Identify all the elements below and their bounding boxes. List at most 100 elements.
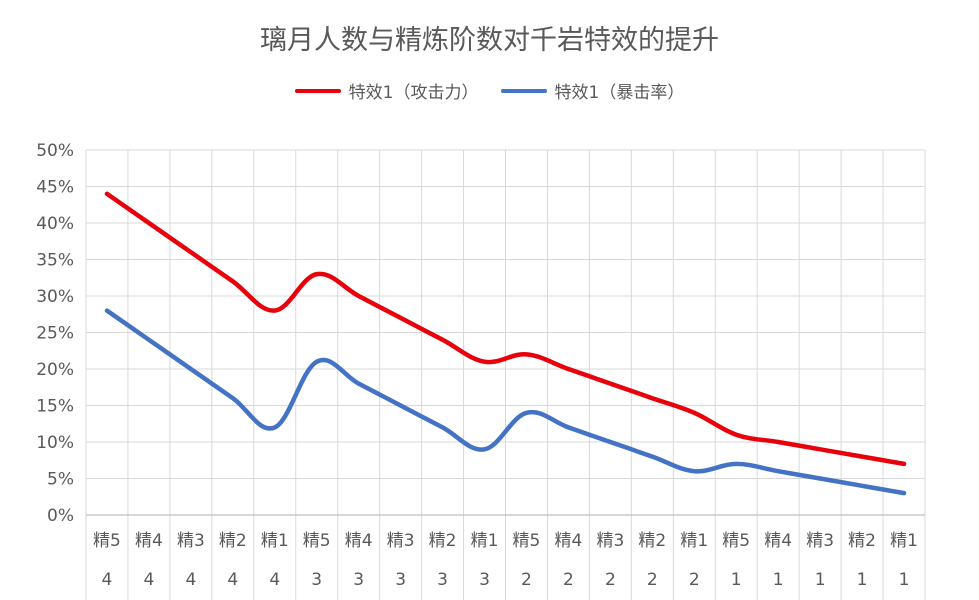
x-tick-label: 精4 (345, 531, 373, 551)
series-line-1 (104, 308, 907, 496)
series-line-0 (104, 191, 907, 467)
data-point (776, 469, 781, 474)
y-tick-label: 50% (36, 141, 74, 161)
data-point (272, 308, 277, 313)
x-tick-label: 精1 (261, 531, 289, 551)
x-tick-label: 精5 (513, 531, 541, 551)
x-tick-label: 精1 (471, 531, 499, 551)
data-point (188, 367, 193, 372)
data-point (650, 454, 655, 459)
x-group-label: 3 (353, 570, 364, 590)
data-point (482, 447, 487, 452)
data-point (902, 491, 907, 496)
data-point (104, 308, 109, 313)
chart-title: 璃月人数与精炼阶数对千岩特效的提升 (260, 25, 719, 56)
x-tick-label: 精2 (219, 531, 247, 551)
x-group-label: 3 (311, 570, 322, 590)
data-point (608, 381, 613, 386)
legend-item-crit: 特效1（暴击率） (500, 78, 685, 103)
data-point (188, 250, 193, 255)
x-tick-label: 精2 (429, 531, 457, 551)
x-group-label: 3 (395, 570, 406, 590)
x-tick-label: 精1 (680, 531, 708, 551)
x-tick-label: 精1 (890, 531, 918, 551)
data-point (356, 381, 361, 386)
x-tick-label: 精5 (722, 531, 750, 551)
data-point (860, 454, 865, 459)
y-tick-label: 45% (36, 178, 74, 198)
legend-label-crit: 特效1（暴击率） (554, 83, 685, 103)
y-tick-label: 30% (36, 287, 74, 307)
data-point (104, 191, 109, 196)
y-tick-label: 20% (36, 360, 74, 380)
data-point (608, 440, 613, 445)
x-tick-label: 精5 (303, 531, 331, 551)
data-point (692, 469, 697, 474)
data-point (524, 352, 529, 357)
x-tick-label: 精4 (135, 531, 163, 551)
legend-label-attack: 特效1（攻击力） (348, 83, 479, 103)
x-group-label: 2 (647, 570, 658, 590)
y-tick-label: 35% (36, 251, 74, 271)
data-point (818, 476, 823, 481)
x-group-label: 1 (773, 570, 784, 590)
data-point (566, 367, 571, 372)
data-point (440, 425, 445, 430)
x-group-label: 4 (269, 570, 280, 590)
x-tick-label: 精4 (764, 531, 792, 551)
data-point (524, 410, 529, 415)
x-group-label: 1 (899, 570, 910, 590)
y-tick-label: 5% (47, 470, 74, 490)
x-group-label: 4 (144, 570, 155, 590)
data-point (230, 396, 235, 401)
data-point (146, 221, 151, 226)
x-tick-label: 精3 (387, 531, 415, 551)
legend-item-attack: 特效1（攻击力） (294, 78, 479, 103)
data-point (902, 461, 907, 466)
x-tick-label: 精5 (93, 531, 121, 551)
x-group-label: 4 (185, 570, 196, 590)
x-tick-label: 精3 (596, 531, 624, 551)
x-tick-label: 精4 (555, 531, 583, 551)
x-tick-label: 精3 (177, 531, 205, 551)
legend: 特效1（攻击力） 特效1（暴击率） (0, 78, 979, 103)
x-tick-label: 精3 (806, 531, 834, 551)
x-group-label: 2 (563, 570, 574, 590)
data-point (734, 461, 739, 466)
data-point (314, 272, 319, 277)
x-group-label: 1 (815, 570, 826, 590)
data-point (818, 447, 823, 452)
x-tick-label: 精2 (848, 531, 876, 551)
data-point (440, 337, 445, 342)
x-group-label: 4 (227, 570, 238, 590)
data-point (650, 396, 655, 401)
x-group-label: 3 (437, 570, 448, 590)
data-point (272, 425, 277, 430)
legend-swatch-attack (294, 88, 341, 93)
x-group-label: 4 (102, 570, 113, 590)
y-tick-label: 0% (47, 506, 74, 526)
y-tick-label: 10% (36, 433, 74, 453)
data-point (356, 294, 361, 299)
data-point (398, 315, 403, 320)
x-group-label: 3 (479, 570, 490, 590)
x-group-label: 1 (857, 570, 868, 590)
x-group-label: 2 (521, 570, 532, 590)
x-group-label: 2 (605, 570, 616, 590)
data-point (314, 359, 319, 364)
x-tick-label: 精2 (638, 531, 666, 551)
y-tick-label: 40% (36, 214, 74, 234)
data-point (482, 359, 487, 364)
data-point (860, 483, 865, 488)
legend-swatch-crit (500, 88, 547, 93)
y-tick-label: 25% (36, 324, 74, 344)
data-point (146, 337, 151, 342)
y-tick-label: 15% (36, 397, 74, 417)
x-group-label: 2 (689, 570, 700, 590)
data-point (398, 403, 403, 408)
x-group-label: 1 (731, 570, 742, 590)
data-point (566, 425, 571, 430)
data-point (230, 279, 235, 284)
